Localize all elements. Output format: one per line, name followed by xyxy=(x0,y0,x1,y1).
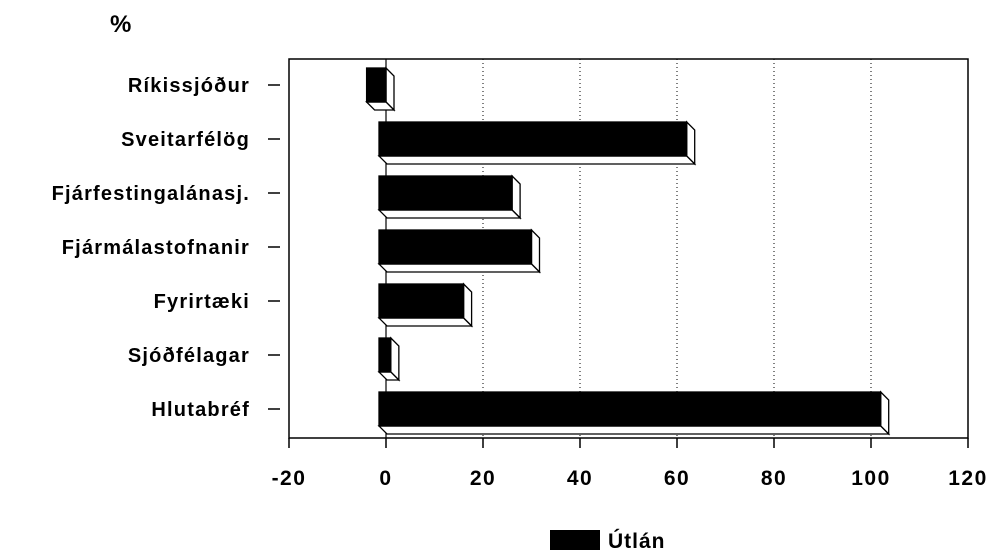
bar-front xyxy=(378,337,392,373)
bar xyxy=(365,66,396,112)
unit-label: % xyxy=(110,11,131,38)
bar xyxy=(377,120,697,166)
x-tick-label: 60 xyxy=(664,467,690,490)
bar-bottom xyxy=(377,263,542,273)
bar-front xyxy=(378,229,533,265)
legend: Útlán xyxy=(550,529,666,553)
category-ticks xyxy=(268,84,280,410)
category-label: Fyrirtæki xyxy=(154,291,250,313)
category-label: Ríkissjóður xyxy=(128,75,250,97)
x-tick-label: 0 xyxy=(379,467,392,490)
legend-label: Útlán xyxy=(608,529,666,553)
bar-front xyxy=(378,175,513,211)
x-tick-label: 120 xyxy=(948,467,988,490)
category-label: Fjárfestingalánasj. xyxy=(52,183,250,205)
bar-front xyxy=(378,121,688,157)
bar xyxy=(377,336,401,382)
bar-bottom xyxy=(377,317,474,327)
bar-bottom xyxy=(377,155,697,165)
bar-bottom xyxy=(377,209,522,219)
x-tick-label: 40 xyxy=(567,467,593,490)
bar xyxy=(377,174,522,220)
bar-front xyxy=(378,283,465,319)
x-tick-label: 80 xyxy=(761,467,787,490)
x-tick-label: 100 xyxy=(851,467,891,490)
bar xyxy=(377,228,542,274)
category-labels: Ríkissjóður Sveitarfélög Fjárfestingalánas… xyxy=(52,75,250,421)
bar xyxy=(377,390,891,436)
x-tick-label: -20 xyxy=(272,467,307,490)
plot-frame xyxy=(288,58,969,439)
category-label: Sveitarfélög xyxy=(121,129,250,151)
category-label: Sjóðfélagar xyxy=(128,345,250,367)
bars xyxy=(365,66,891,436)
category-label: Hlutabréf xyxy=(151,399,250,421)
bar-front xyxy=(378,391,882,427)
category-label: Fjármálastofnanir xyxy=(62,237,250,259)
bar xyxy=(377,282,474,328)
x-tick-label: 20 xyxy=(470,467,496,490)
bar-bottom xyxy=(377,425,891,435)
bar-front xyxy=(365,67,387,103)
x-axis-tick-labels: -20 0 20 40 60 80 100 120 xyxy=(272,467,988,490)
x-axis-ticks xyxy=(288,438,969,448)
legend-swatch xyxy=(550,530,600,550)
